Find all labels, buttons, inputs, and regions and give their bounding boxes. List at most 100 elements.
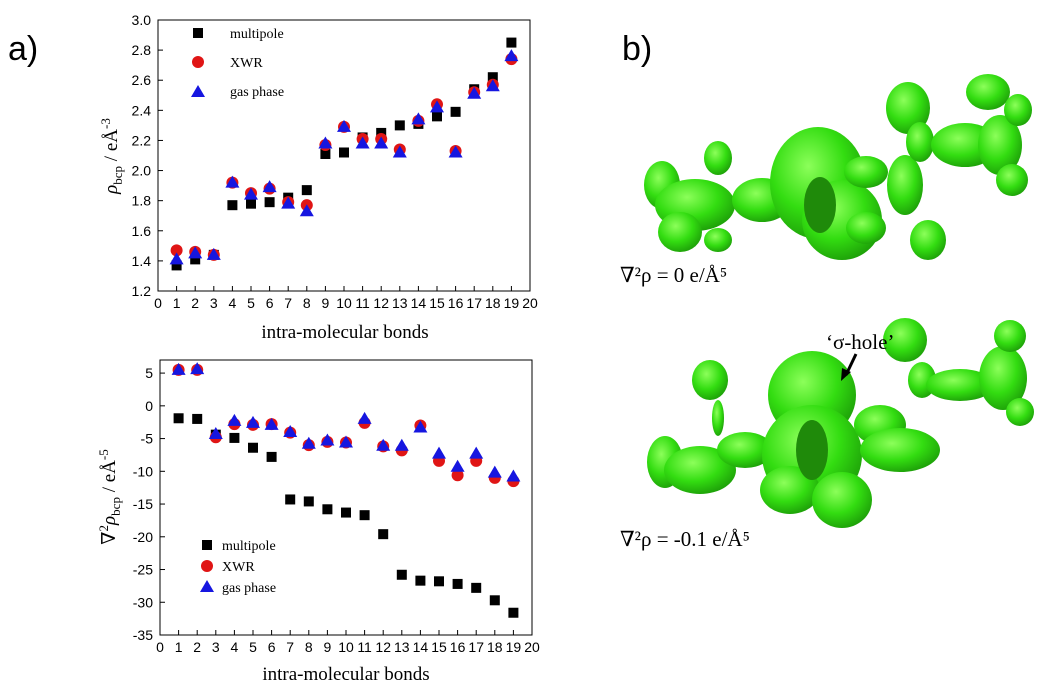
x-tick-label: 17: [466, 295, 482, 311]
y-tick-label: 1.8: [132, 193, 152, 209]
x-tick-label: 16: [448, 295, 464, 311]
x-tick-label: 6: [268, 639, 276, 655]
data-point-triangle: [281, 196, 296, 209]
x-tick-label: 20: [522, 295, 538, 311]
y-tick-label: -25: [133, 562, 153, 578]
legend-label-xwr: XWR: [230, 56, 263, 71]
data-point-square: [171, 260, 182, 271]
data-point-circle: [451, 469, 464, 482]
data-point-square: [359, 510, 370, 521]
axis-ticks: [159, 372, 533, 636]
data-point-triangle: [411, 112, 426, 125]
data-point-square: [376, 127, 387, 138]
data-point-square: [192, 413, 203, 424]
x-tick-label: 15: [431, 639, 447, 655]
x-tick-label: 10: [336, 295, 352, 311]
y-tick-label: -35: [133, 627, 153, 643]
data-point-triangle: [301, 436, 316, 449]
x-tick-label: 14: [411, 295, 427, 311]
x-tick-label: 5: [249, 639, 257, 655]
data-point-triangle: [262, 180, 277, 193]
data-point-square: [229, 432, 240, 443]
y-tick-label: -5: [141, 431, 154, 447]
data-point-triangle: [225, 175, 240, 188]
tick-labels: 0 1 2 3 4 5 6 7 8 9 10 11 12 13 14 15 16 17 18 19 2050-5-10-…: [133, 365, 540, 655]
tick-labels: 0 1 2 3 4 5 6 7 8 9 10 11 12 13 14 15 16 17 18 19 201.21.41.…: [132, 12, 538, 311]
data-point-square: [487, 72, 498, 83]
x-tick-label: 20: [524, 639, 540, 655]
data-point-triangle: [469, 446, 484, 459]
y-tick-label: 2.2: [132, 132, 152, 148]
y-tick-label: 1.6: [132, 223, 152, 239]
data-point-triangle: [506, 469, 521, 482]
data-point-triangle: [392, 145, 407, 158]
data-point-triangle: [376, 438, 391, 451]
x-tick-label: 3: [212, 639, 220, 655]
data-point-triangle: [318, 136, 333, 149]
legend-label-gas: gas phase: [222, 581, 276, 596]
data-point-square: [432, 111, 442, 122]
x-tick-label: 5: [247, 295, 255, 311]
x-tick-label: 19: [504, 295, 520, 311]
x-tick-label: 12: [373, 295, 389, 311]
data-point-triangle: [169, 252, 184, 265]
data-point-square: [489, 595, 500, 606]
data-point-triangle: [190, 362, 205, 375]
data-point-triangle: [244, 187, 258, 200]
data-point-triangle: [504, 49, 519, 62]
y-tick-label: -10: [133, 463, 153, 479]
y-tick-label: 1.4: [132, 253, 152, 269]
y-axis-title: ∇2ρbcp / eÅ-5: [96, 449, 123, 544]
x-tick-label: 11: [355, 295, 370, 311]
chart-laplacian-bcp: 0 1 2 3 4 5 6 7 8 9 10 11 12 13 14 15 16 17 18 19 2050-5-10-…: [96, 359, 540, 685]
data-point-square: [394, 120, 405, 131]
data-marks: [171, 362, 521, 618]
legend-marker-xwr: [192, 56, 204, 68]
data-point-triangle: [283, 425, 298, 438]
x-tick-label: 16: [450, 639, 466, 655]
data-point-triangle: [320, 433, 335, 446]
data-point-square: [320, 148, 331, 159]
data-point-square: [341, 507, 351, 518]
data-point-triangle: [299, 204, 314, 217]
x-tick-label: 0: [154, 295, 162, 311]
x-tick-label: 15: [429, 295, 445, 311]
data-point-square: [506, 37, 517, 48]
data-point-triangle: [227, 413, 242, 426]
data-point-square: [434, 576, 444, 587]
legend: multipole XWR gas phase: [191, 27, 284, 100]
legend-marker-multipole: [202, 540, 212, 550]
x-tick-label: 7: [284, 295, 292, 311]
data-point-square: [227, 200, 238, 211]
y-axis-title: ρbcp / eÅ-3: [98, 118, 125, 195]
data-point-triangle: [448, 145, 463, 158]
chart-rho-bcp: 0 1 2 3 4 5 6 7 8 9 10 11 12 13 14 15 16 17 18 19 201.21.41.…: [98, 12, 538, 343]
x-tick-label: 8: [305, 639, 313, 655]
data-point-triangle: [430, 100, 444, 113]
x-tick-label: 11: [357, 639, 372, 655]
x-tick-label: 1: [173, 295, 181, 311]
x-tick-label: 8: [303, 295, 311, 311]
x-tick-label: 9: [322, 295, 330, 311]
x-tick-label: 12: [375, 639, 391, 655]
data-point-triangle: [450, 459, 465, 472]
x-tick-label: 6: [266, 295, 274, 311]
x-tick-label: 18: [487, 639, 503, 655]
x-tick-label: 10: [338, 639, 354, 655]
panel-label-a: a): [8, 30, 39, 68]
data-point-square: [508, 607, 519, 618]
x-tick-label: 4: [231, 639, 239, 655]
x-tick-label: 13: [392, 295, 408, 311]
data-point-square: [264, 197, 275, 208]
data-point-square: [190, 254, 201, 265]
x-tick-label: 0: [156, 639, 164, 655]
y-tick-label: 2.8: [132, 42, 152, 58]
data-point-square: [322, 504, 333, 515]
x-tick-label: 14: [413, 639, 429, 655]
annotation-arrowhead: [841, 368, 851, 381]
data-marks: [169, 37, 519, 271]
x-tick-label: 1: [175, 639, 183, 655]
y-tick-label: 5: [145, 365, 153, 381]
x-tick-label: 18: [485, 295, 501, 311]
